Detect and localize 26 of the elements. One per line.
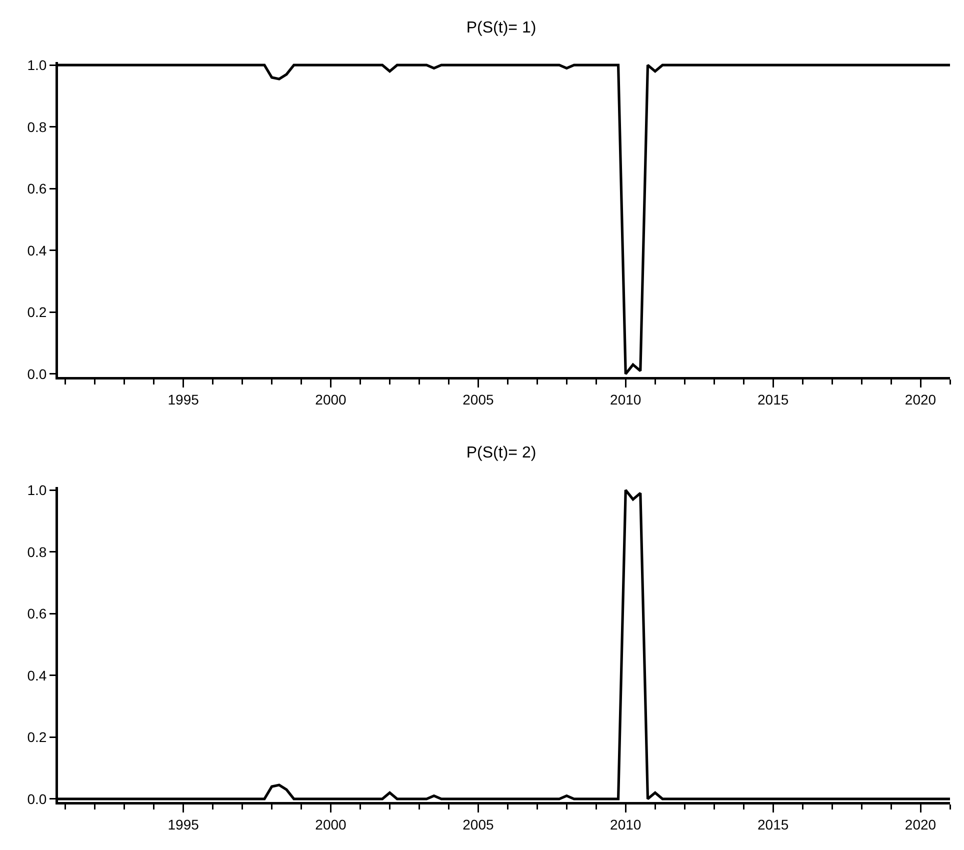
- y-tick-label: 0.6: [27, 606, 47, 622]
- y-tick-label: 0.0: [27, 790, 47, 807]
- x-tick-label: 2000: [315, 816, 347, 832]
- x-tick-label: 2010: [610, 391, 642, 408]
- x-tick-label: 1995: [168, 816, 200, 832]
- y-tick-label: 1.0: [27, 56, 47, 73]
- x-tick-label: 2005: [462, 391, 494, 408]
- x-tick-label: 2005: [462, 816, 494, 832]
- chart-title: P(S(t)= 1): [466, 19, 536, 36]
- x-tick-label: 2010: [610, 816, 642, 832]
- y-tick-label: 0.4: [27, 242, 47, 258]
- chart-title: P(S(t)= 2): [466, 444, 536, 462]
- x-tick-label: 1995: [168, 391, 200, 408]
- y-tick-label: 0.8: [27, 118, 47, 135]
- y-tick-label: 0.8: [27, 544, 47, 560]
- y-tick-label: 0.2: [27, 729, 47, 746]
- x-tick-label: 2015: [757, 816, 789, 832]
- y-tick-label: 0.6: [27, 180, 47, 197]
- y-tick-label: 0.2: [27, 304, 47, 320]
- y-tick-label: 0.4: [27, 667, 47, 684]
- y-tick-label: 1.0: [27, 482, 47, 498]
- x-tick-label: 2020: [904, 816, 936, 832]
- x-tick-label: 2000: [315, 391, 347, 408]
- y-tick-label: 0.0: [27, 366, 47, 382]
- x-tick-label: 2015: [757, 391, 789, 408]
- x-tick-label: 2020: [904, 391, 936, 408]
